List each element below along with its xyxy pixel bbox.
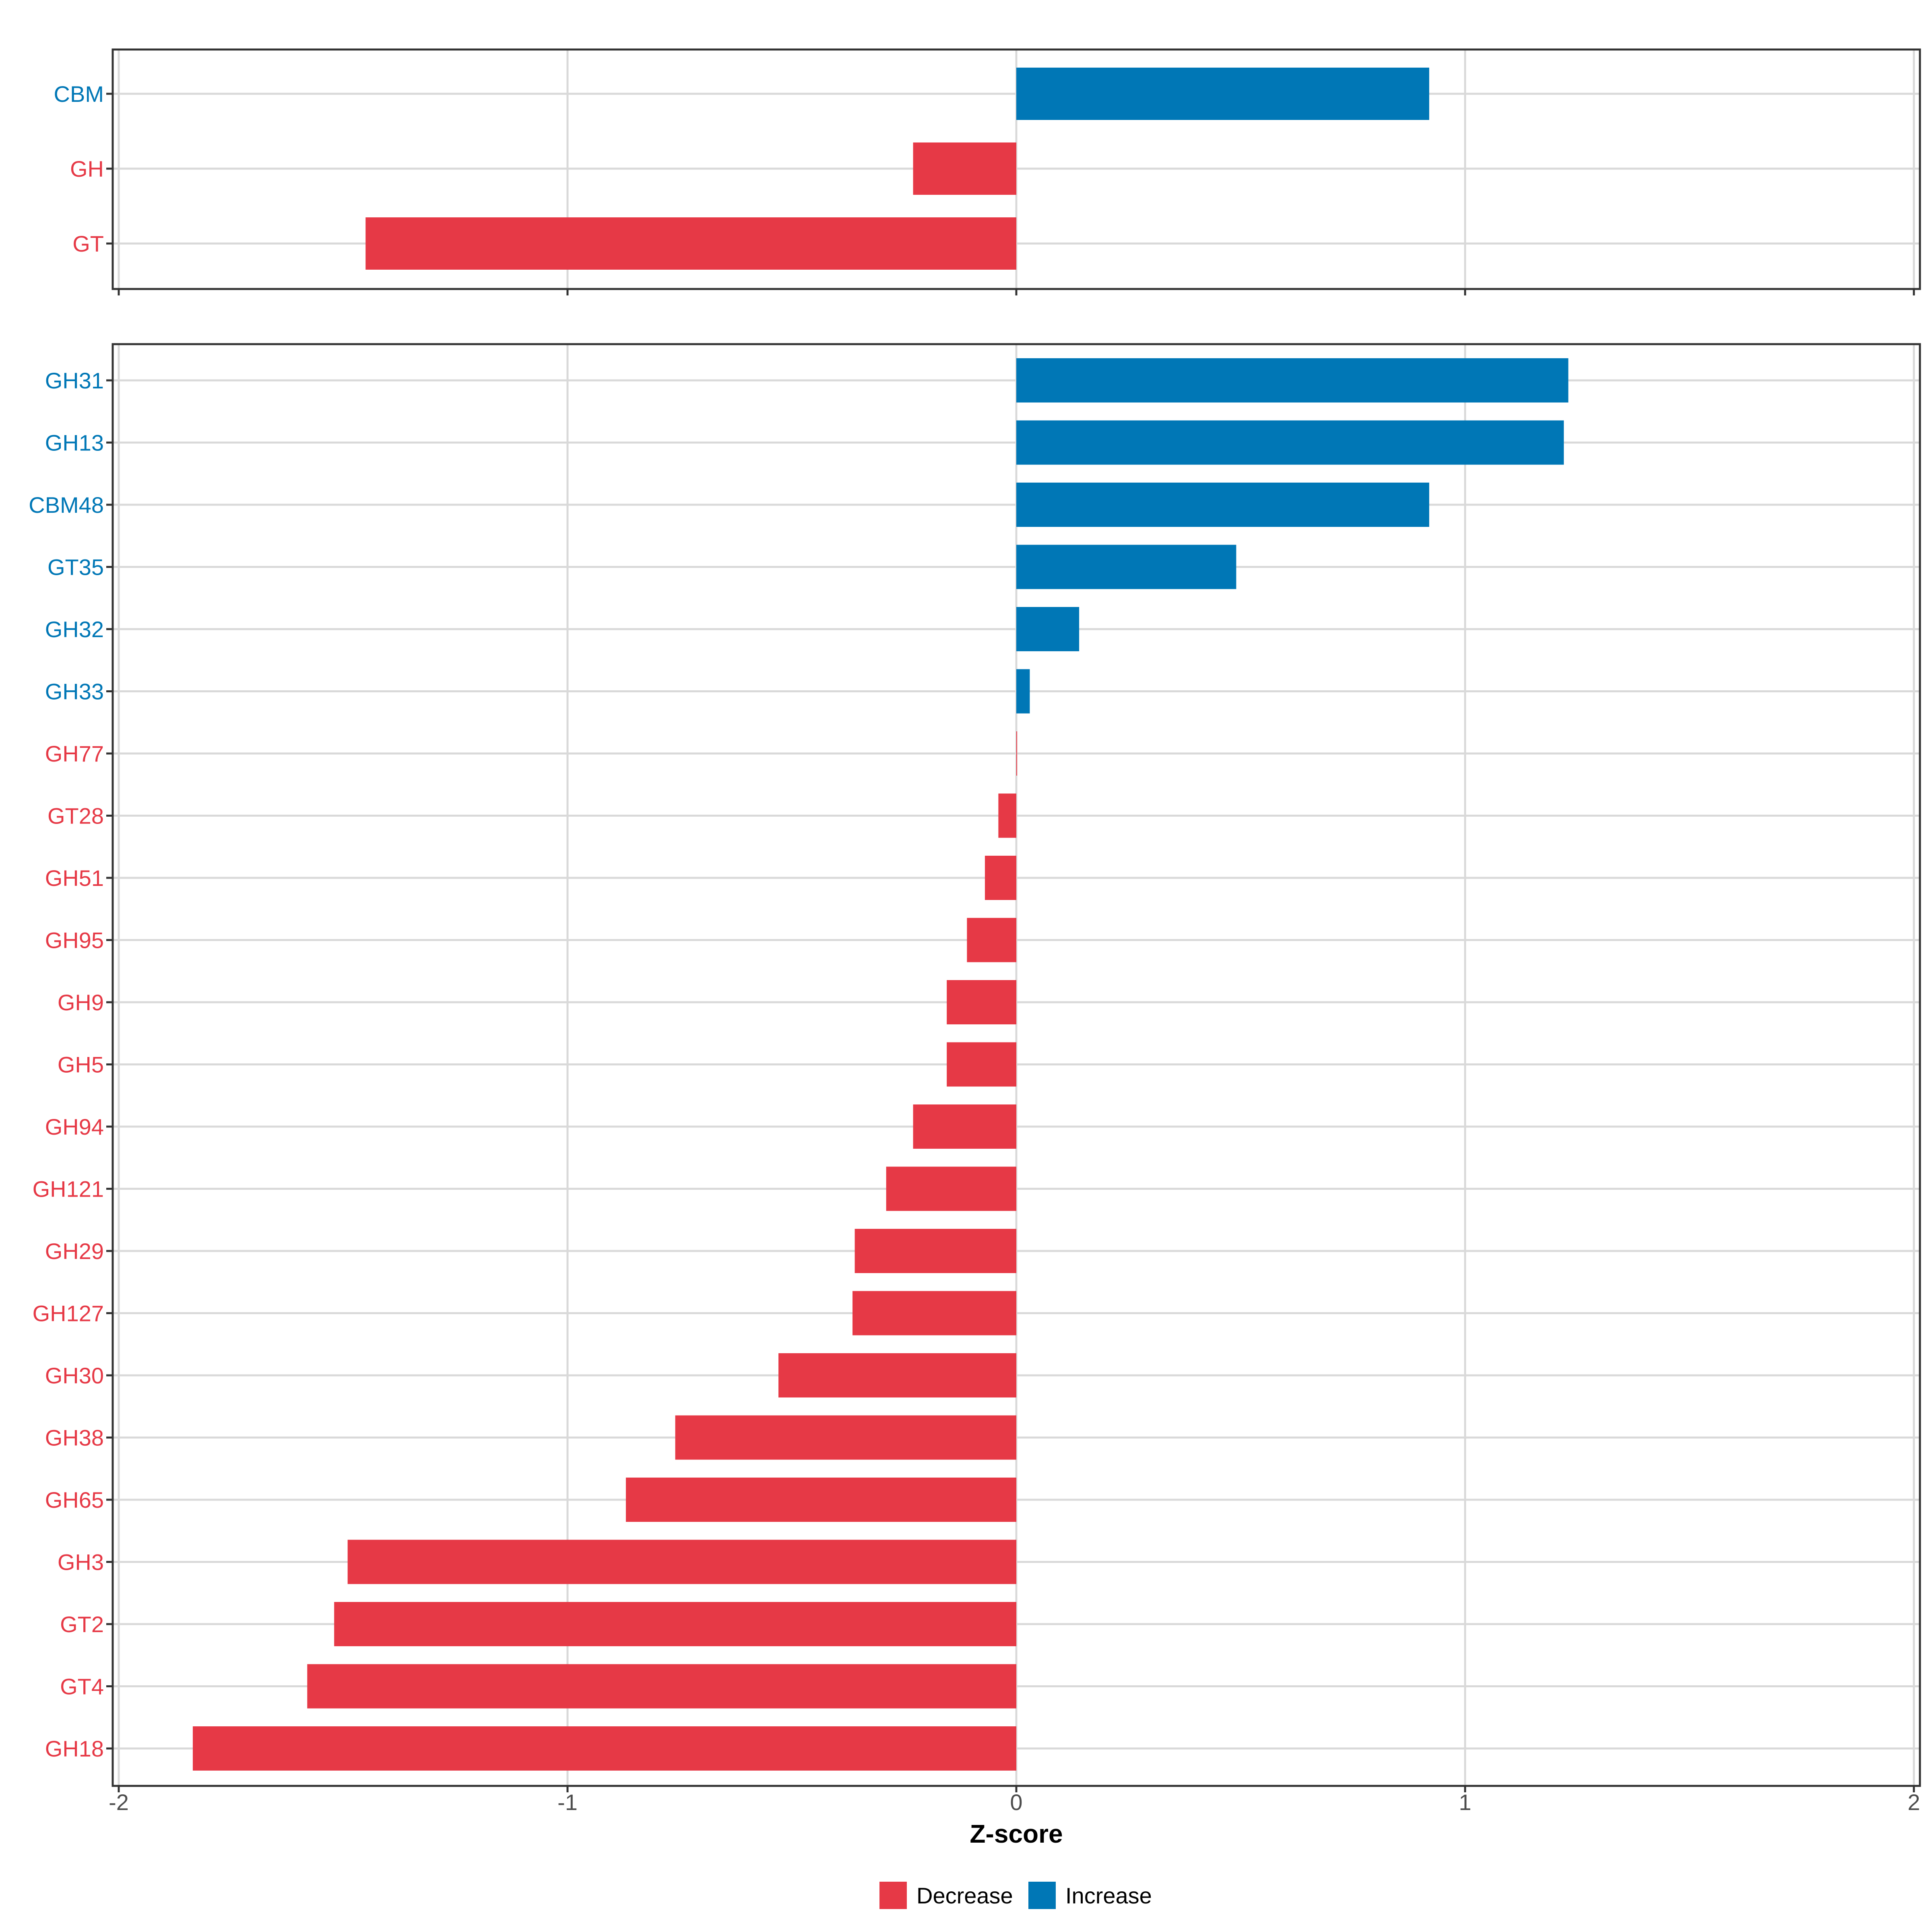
bottom-bar-cbm48 [1016, 483, 1429, 527]
bottom-category-label: GH121 [33, 1177, 104, 1202]
bottom-category-label: GH9 [58, 990, 104, 1015]
x-axis-title: Z-score [970, 1819, 1063, 1848]
bottom-category-label: GH5 [58, 1052, 104, 1077]
bottom-category-label: GH18 [45, 1736, 104, 1761]
bottom-category-label: GH13 [45, 430, 104, 456]
top-bar-gt [365, 217, 1016, 270]
bottom-bar-gh121 [886, 1166, 1016, 1211]
top-bar-cbm [1016, 68, 1429, 120]
x-tick-label: -1 [557, 1790, 578, 1815]
bottom-bar-gh95 [967, 918, 1016, 962]
bottom-panel: GH31 GH13 CBM48 GT35 GH32 GH33 GH77 GT28 GH51 GH9… [29, 343, 1921, 1792]
bottom-category-label: GH30 [45, 1363, 104, 1388]
bottom-bar-gh9 [947, 980, 1016, 1024]
bottom-category-label: CBM48 [29, 492, 104, 518]
top-category-label: GT [72, 231, 104, 256]
bottom-category-label: GT4 [60, 1674, 104, 1699]
top-category-label: GH [70, 156, 104, 182]
bottom-bar-gt4 [307, 1664, 1016, 1709]
bottom-category-label: GH51 [45, 865, 104, 891]
x-tick-label: 1 [1459, 1790, 1471, 1815]
bottom-category-label: GH95 [45, 928, 104, 953]
bottom-bar-gh31 [1016, 358, 1569, 402]
top-category-label: CBM [54, 81, 104, 107]
top-panel: CBM GH GT [54, 48, 1921, 295]
bottom-category-label: GT28 [47, 803, 104, 829]
bottom-category-label: GH77 [45, 741, 104, 766]
bottom-bar-gt28 [998, 793, 1016, 838]
bottom-bar-gh29 [855, 1229, 1016, 1273]
bottom-bar-gh30 [778, 1353, 1016, 1397]
bottom-category-label: GT2 [60, 1612, 104, 1637]
bottom-bar-gh38 [675, 1415, 1016, 1460]
legend: Decrease Increase [879, 1882, 1152, 1909]
bottom-category-label: GH127 [33, 1301, 104, 1326]
x-tick-label: 2 [1907, 1790, 1920, 1815]
legend-key-decrease [879, 1882, 907, 1909]
bottom-bar-gh3 [347, 1540, 1016, 1584]
legend-label-decrease: Decrease [916, 1883, 1013, 1908]
legend-key-increase [1028, 1882, 1056, 1909]
bottom-bar-gh33 [1016, 669, 1030, 714]
bottom-category-label: GH29 [45, 1238, 104, 1264]
bottom-category-label: GH32 [45, 617, 104, 642]
bottom-bar-gh18 [192, 1726, 1017, 1771]
bottom-category-label: GH38 [45, 1425, 104, 1451]
bottom-category-label: GH31 [45, 368, 104, 393]
bottom-category-label: GH3 [58, 1550, 104, 1575]
bottom-category-label: GH65 [45, 1487, 104, 1513]
bottom-bar-gh65 [625, 1478, 1016, 1522]
legend-label-increase: Increase [1065, 1883, 1152, 1908]
bottom-bar-gh51 [985, 856, 1016, 900]
bottom-category-label: GT35 [47, 555, 104, 580]
bottom-bar-gh32 [1016, 607, 1080, 651]
x-tick-label: 0 [1010, 1790, 1022, 1815]
bottom-category-label: GH33 [45, 679, 104, 704]
x-tick-label: -2 [109, 1790, 129, 1815]
bottom-bar-gh94 [913, 1104, 1016, 1149]
bottom-bar-gt2 [334, 1602, 1017, 1646]
x-axis: -2 -1 0 1 2 [109, 1790, 1920, 1815]
bottom-bar-gh13 [1016, 420, 1564, 465]
bottom-bar-gh127 [852, 1291, 1016, 1335]
bottom-bar-gh5 [947, 1042, 1016, 1087]
bottom-bar-gt35 [1016, 545, 1236, 589]
top-bar-gh [913, 142, 1016, 195]
bottom-category-label: GH94 [45, 1114, 104, 1139]
bottom-bar-gh77 [1016, 731, 1017, 776]
